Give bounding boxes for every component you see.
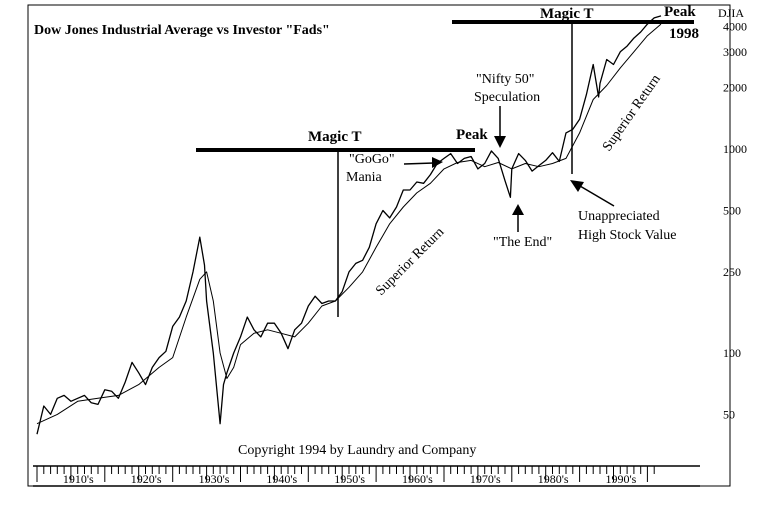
chart-frame [27,4,731,487]
superior-return-2-label: Superior Return [600,72,664,154]
y-tick-layer: 50 100 250 500 1000 2000 3000 4000 [723,19,747,421]
x-tick-label-1960: 1960's [402,472,433,486]
series-layer [36,15,662,435]
unappreciated-label-line2: High Stock Value [578,228,677,243]
nifty-label-line1: "Nifty 50" [476,72,534,87]
peak-1-label: Peak [456,127,488,143]
nifty-label-line2: Speculation [474,90,540,105]
y-tick-label-50: 50 [723,407,735,421]
y-tick-label-1000: 1000 [723,142,747,156]
unappreciated-arrow-head [570,180,584,192]
nifty-arrow-head [494,136,506,148]
series-line-2 [36,23,662,425]
y-tick-label-100: 100 [723,346,741,360]
y-tick-label-250: 250 [723,265,741,279]
gogo-label-line1: "GoGo" [349,152,395,167]
x-tick-layer: 1910's 1920's 1930's 1940's 1950's 1960's 1970… [36,466,655,486]
x-tick-label-1940: 1940's [266,472,297,486]
x-tick-label-1930: 1930's [199,472,230,486]
x-tick-label-1980: 1980's [538,472,569,486]
gogo-arrow-line [403,162,435,165]
x-axis-ruler: 1910's 1920's 1930's 1940's 1950's 1960's 1970… [33,465,700,487]
x-tick-label-1950: 1950's [334,472,365,486]
y-tick-label-2000: 2000 [723,81,747,95]
chart-title: Dow Jones Industrial Average vs Investor… [34,23,330,38]
superior-return-1-label: Superior Return [373,225,447,299]
y-tick-label-500: 500 [723,204,741,218]
y-axis-label: DJIA [718,6,744,20]
the-end-arrow-head [512,204,524,215]
x-tick-label-1970: 1970's [470,472,501,486]
y-tick-label-3000: 3000 [723,45,747,59]
series-line-1 [36,15,662,435]
unappreciated-arrow-line [579,185,615,207]
magic-t-2-label: Magic T [540,6,593,22]
x-tick-label-1990: 1990's [606,472,637,486]
x-tick-label-1920: 1920's [131,472,162,486]
peak-2-label: Peak [664,4,696,20]
unappreciated-label-line1: Unappreciated [578,209,660,224]
the-end-label: "The End" [493,235,552,250]
year-1998-label: 1998 [669,26,699,42]
y-tick-label-4000: 4000 [723,19,747,33]
x-tick-label-1910: 1910's [63,472,94,486]
magic-t-1-label: Magic T [308,129,361,145]
copyright-text: Copyright 1994 by Laundry and Company [238,443,476,458]
gogo-label-line2: Mania [346,170,383,185]
gogo-arrow-head [432,157,443,168]
